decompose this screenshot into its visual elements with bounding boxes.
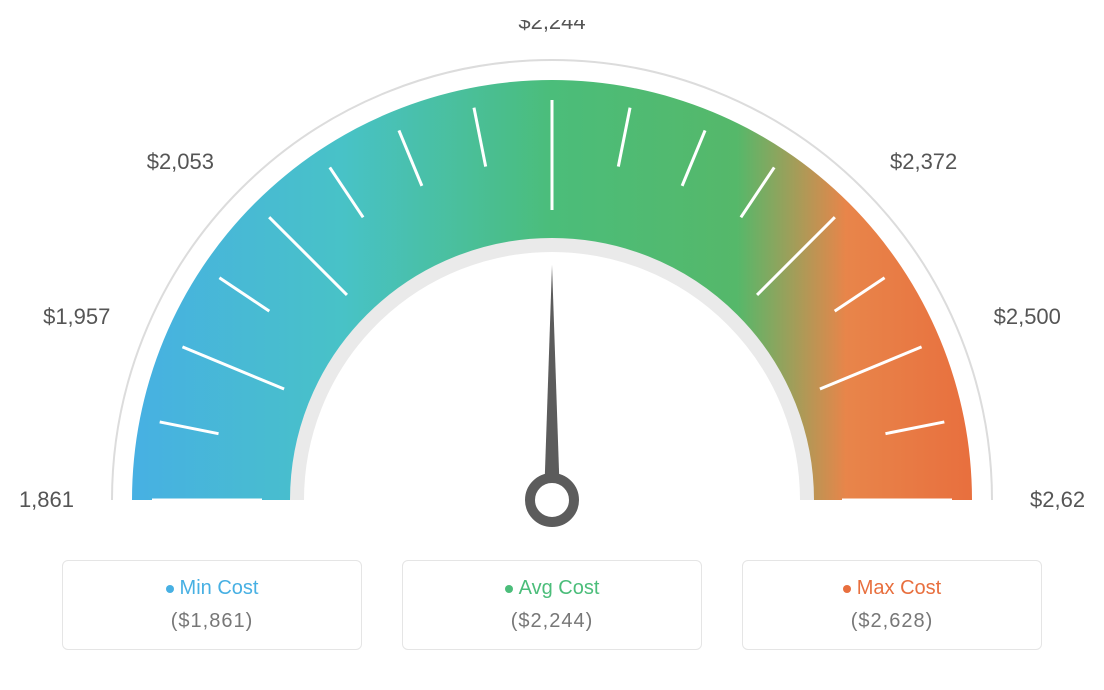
legend-value-avg: ($2,244)	[423, 610, 681, 633]
dot-max-icon	[843, 585, 851, 593]
legend-title-avg-text: Avg Cost	[519, 577, 600, 599]
legend-title-min-text: Min Cost	[180, 577, 259, 599]
legend-card-avg: Avg Cost ($2,244)	[402, 560, 702, 650]
svg-text:$2,500: $2,500	[994, 304, 1061, 329]
legend-title-max-text: Max Cost	[857, 577, 941, 599]
svg-text:$2,244: $2,244	[518, 20, 585, 34]
svg-text:$1,957: $1,957	[43, 304, 110, 329]
dot-min-icon	[166, 585, 174, 593]
legend-title-avg: Avg Cost	[423, 577, 681, 600]
legend-row: Min Cost ($1,861) Avg Cost ($2,244) Max …	[20, 560, 1084, 650]
legend-title-max: Max Cost	[763, 577, 1021, 600]
gauge-chart: $1,861 $1,957 $2,053 $2,244 $2,372 $2,500 $2,6…	[20, 20, 1084, 550]
svg-text:$1,861: $1,861	[20, 487, 74, 512]
gauge-svg: $1,861 $1,957 $2,053 $2,244 $2,372 $2,500 $2,6…	[20, 20, 1084, 550]
legend-card-max: Max Cost ($2,628)	[742, 560, 1042, 650]
svg-text:$2,628: $2,628	[1030, 487, 1084, 512]
legend-value-max: ($2,628)	[763, 610, 1021, 633]
svg-text:$2,372: $2,372	[890, 149, 957, 174]
svg-text:$2,053: $2,053	[147, 149, 214, 174]
legend-card-min: Min Cost ($1,861)	[62, 560, 362, 650]
legend-value-min: ($1,861)	[83, 610, 341, 633]
legend-title-min: Min Cost	[83, 577, 341, 600]
dot-avg-icon	[505, 585, 513, 593]
